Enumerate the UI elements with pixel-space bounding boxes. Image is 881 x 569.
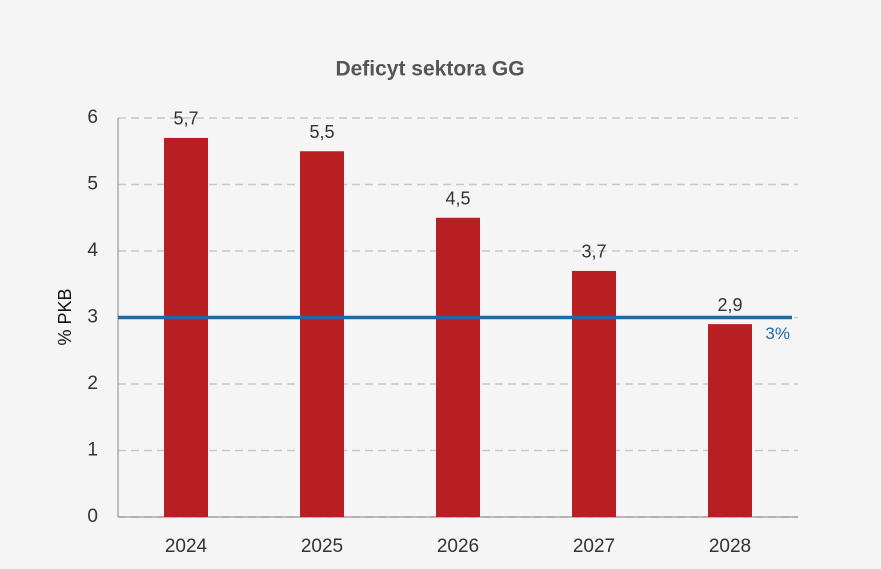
x-tick-label: 2026	[437, 536, 479, 557]
chart-title: Deficyt sektora GG	[335, 58, 524, 81]
y-tick-label: 4	[87, 240, 98, 261]
x-tick-label: 2028	[709, 536, 751, 557]
y-tick-label: 0	[87, 506, 98, 527]
value-label: 5,7	[173, 109, 198, 129]
y-tick-label: 3	[87, 307, 98, 328]
bar	[164, 137, 208, 517]
reference-label: 3%	[765, 324, 790, 343]
bar	[572, 270, 616, 517]
value-label: 3,7	[581, 242, 606, 262]
value-label: 4,5	[445, 189, 470, 209]
x-tick-label: 2027	[573, 536, 615, 557]
y-axis-label: % PKB	[55, 288, 75, 345]
bar	[708, 324, 752, 517]
y-tick-label: 2	[87, 373, 98, 394]
value-label: 5,5	[309, 122, 334, 142]
y-tick-label: 5	[87, 174, 98, 195]
x-tick-label: 2025	[301, 536, 343, 557]
value-label: 2,9	[717, 295, 742, 315]
y-tick-label: 1	[87, 440, 98, 461]
bar	[300, 151, 344, 517]
x-tick-label: 2024	[165, 536, 208, 557]
bar	[436, 217, 480, 517]
y-tick-label: 6	[87, 107, 98, 128]
